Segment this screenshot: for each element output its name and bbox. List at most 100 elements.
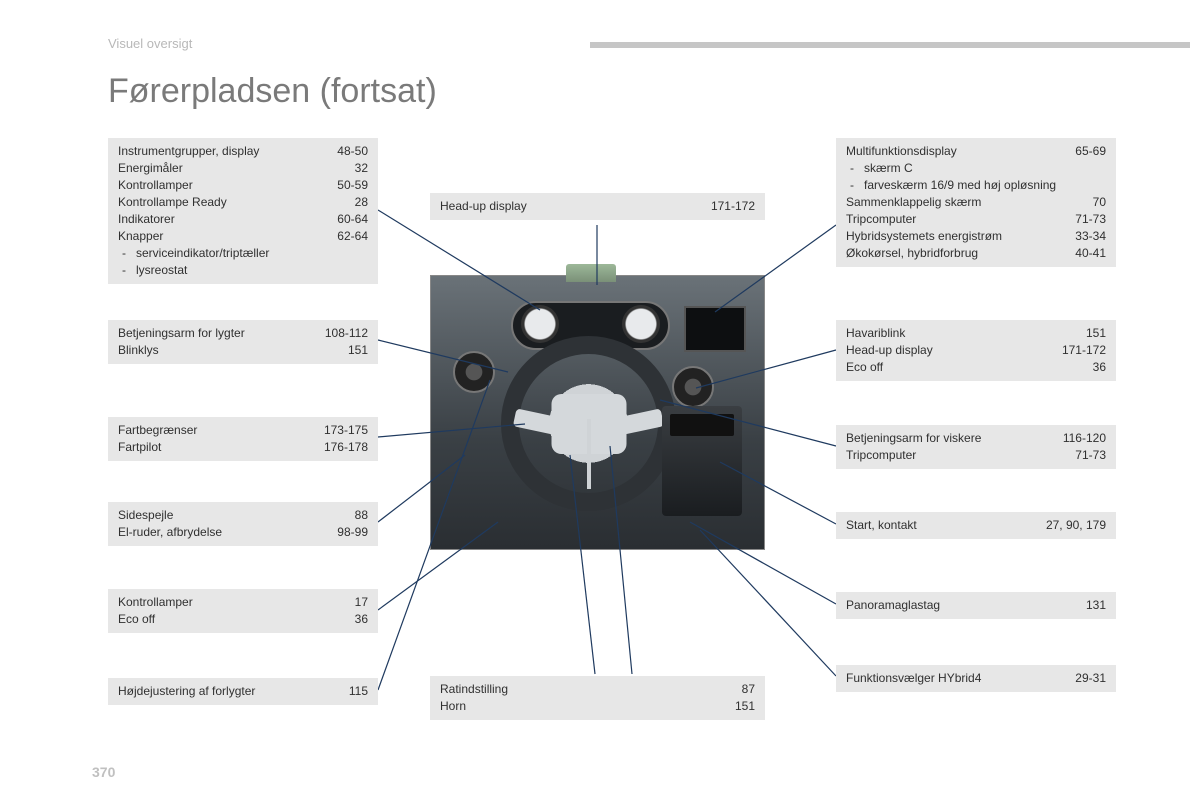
reference-row: Tripcomputer 71-73	[846, 447, 1106, 464]
reference-subitem: skærm C	[846, 160, 1106, 177]
reference-row: Havariblink 151	[846, 325, 1106, 342]
reference-pages: 88	[355, 507, 368, 524]
reference-pages: 28	[355, 194, 368, 211]
reference-label: Eco off	[118, 611, 155, 628]
reference-label: Multifunktionsdisplay	[846, 143, 957, 160]
reference-row: Kontrollamper 17	[118, 594, 368, 611]
reference-row: Head-up display 171-172	[440, 198, 755, 215]
reference-pages: 48-50	[337, 143, 368, 160]
reference-pages: 151	[735, 698, 755, 715]
reference-row: Fartpilot 176-178	[118, 439, 368, 456]
reference-row: Sidespejle 88	[118, 507, 368, 524]
reference-row: Panoramaglastag 131	[846, 597, 1106, 614]
reference-label: Kontrollamper	[118, 177, 193, 194]
reference-row: Energimåler 32	[118, 160, 368, 177]
reference-row: Tripcomputer 71-73	[846, 211, 1106, 228]
reference-row: Kontrollampe Ready 28	[118, 194, 368, 211]
reference-label: Tripcomputer	[846, 447, 916, 464]
center-console-icon	[662, 406, 742, 516]
reference-pages: 62-64	[337, 228, 368, 245]
reference-row: Instrumentgrupper, display 48-50	[118, 143, 368, 160]
reference-label: Eco off	[846, 359, 883, 376]
reference-row: Betjeningsarm for viskere 116-120	[846, 430, 1106, 447]
reference-row: Betjeningsarm for lygter108-112	[118, 325, 368, 342]
reference-row: Funktionsvælger HYbrid4 29-31	[846, 670, 1106, 687]
reference-box: Højdejustering af forlygter 115	[108, 678, 378, 705]
reference-pages: 60-64	[337, 211, 368, 228]
reference-pages: 115	[349, 683, 368, 700]
reference-pages: 151	[1086, 325, 1106, 342]
reference-label: Instrumentgrupper, display	[118, 143, 259, 160]
reference-pages: 176-178	[324, 439, 368, 456]
reference-row: Eco off 36	[846, 359, 1106, 376]
reference-box: Head-up display 171-172	[430, 193, 765, 220]
reference-label: Kontrollamper	[118, 594, 193, 611]
reference-label: Kontrollampe Ready	[118, 194, 227, 211]
reference-row: Blinklys151	[118, 342, 368, 359]
reference-pages: 36	[1093, 359, 1106, 376]
reference-label: Horn	[440, 698, 466, 715]
reference-box: Betjeningsarm for lygter108-112Blinklys1…	[108, 320, 378, 364]
reference-box: Instrumentgrupper, display48-50Energimål…	[108, 138, 378, 284]
reference-label: Betjeningsarm for lygter	[118, 325, 245, 342]
reference-row: Sammenklappelig skærm70	[846, 194, 1106, 211]
reference-box: Betjeningsarm for viskere116-120Tripcomp…	[836, 425, 1116, 469]
reference-row: Knapper62-64	[118, 228, 368, 245]
reference-pages: 65-69	[1075, 143, 1106, 160]
reference-pages: 71-73	[1075, 447, 1106, 464]
reference-row: Kontrollamper 50-59	[118, 177, 368, 194]
vent-icon	[453, 351, 495, 393]
reference-row: Højdejustering af forlygter 115	[118, 683, 368, 700]
reference-subitem: serviceindikator/triptæller	[118, 245, 368, 262]
reference-pages: 17	[355, 594, 368, 611]
reference-pages: 50-59	[337, 177, 368, 194]
steering-wheel-icon	[501, 336, 676, 511]
reference-row: Start, kontakt 27, 90, 179	[846, 517, 1106, 534]
reference-pages: 131	[1086, 597, 1106, 614]
reference-label: Head-up display	[440, 198, 527, 215]
reference-label: Ratindstilling	[440, 681, 508, 698]
reference-pages: 98-99	[337, 524, 368, 541]
reference-pages: 151	[348, 342, 368, 359]
display-screen-icon	[684, 306, 746, 352]
reference-label: Sidespejle	[118, 507, 173, 524]
reference-pages: 116-120	[1063, 430, 1106, 447]
reference-label: Betjeningsarm for viskere	[846, 430, 981, 447]
reference-pages: 71-73	[1075, 211, 1106, 228]
reference-label: Fartbegrænser	[118, 422, 197, 439]
reference-pages: 171-172	[711, 198, 755, 215]
reference-subitem: lysreostat	[118, 262, 368, 279]
reference-row: Fartbegrænser173-175	[118, 422, 368, 439]
section-header: Visuel oversigt	[108, 36, 192, 51]
reference-label: Panoramaglastag	[846, 597, 940, 614]
reference-row: Økokørsel, hybridforbrug40-41	[846, 245, 1106, 262]
reference-label: Tripcomputer	[846, 211, 916, 228]
dashboard-illustration	[430, 275, 765, 550]
reference-row: Head-up display171-172	[846, 342, 1106, 359]
reference-pages: 29-31	[1075, 670, 1106, 687]
reference-box: Panoramaglastag 131	[836, 592, 1116, 619]
reference-label: Havariblink	[846, 325, 905, 342]
reference-pages: 32	[355, 160, 368, 177]
reference-label: Højdejustering af forlygter	[118, 683, 255, 700]
reference-row: Indikatorer60-64	[118, 211, 368, 228]
reference-label: Head-up display	[846, 342, 933, 359]
reference-row: El-ruder, afbrydelse 98-99	[118, 524, 368, 541]
reference-label: Start, kontakt	[846, 517, 917, 534]
reference-pages: 33-34	[1075, 228, 1106, 245]
reference-box: Start, kontakt 27, 90, 179	[836, 512, 1116, 539]
reference-label: Fartpilot	[118, 439, 161, 456]
reference-label: El-ruder, afbrydelse	[118, 524, 222, 541]
reference-label: Sammenklappelig skærm	[846, 194, 981, 211]
reference-subitem: farveskærm 16/9 med høj opløsning	[846, 177, 1106, 194]
reference-label: Energimåler	[118, 160, 183, 177]
reference-pages: 27, 90, 179	[1046, 517, 1106, 534]
header-bar	[590, 42, 1190, 48]
reference-box: Ratindstilling 87 Horn 151	[430, 676, 765, 720]
reference-box: Havariblink 151Head-up display171-172Eco …	[836, 320, 1116, 381]
reference-row: Hybridsystemets energistrøm33-34	[846, 228, 1106, 245]
reference-box: Fartbegrænser173-175Fartpilot 176-178	[108, 417, 378, 461]
reference-pages: 87	[742, 681, 755, 698]
reference-label: Funktionsvælger HYbrid4	[846, 670, 981, 687]
reference-row: Multifunktionsdisplay 65-69	[846, 143, 1106, 160]
